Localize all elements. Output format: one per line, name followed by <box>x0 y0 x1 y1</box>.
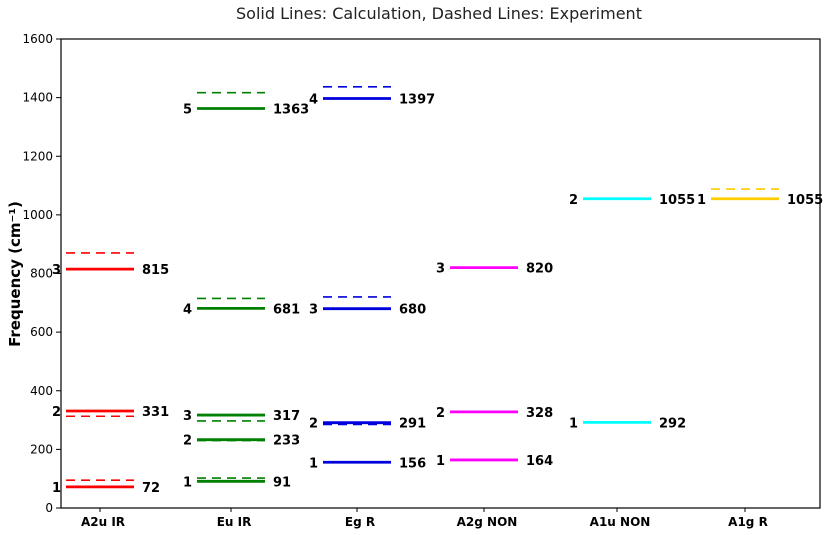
y-tick-label: 800 <box>30 267 53 281</box>
series-a2g-non: 1 164 2 328 3 820 <box>436 262 553 469</box>
frequency-value-label: 328 <box>526 406 553 421</box>
frequency-value-label: 681 <box>273 302 300 317</box>
y-tick-label: 400 <box>30 384 53 398</box>
frequency-value-label: 292 <box>659 416 686 431</box>
frequency-value-label: 91 <box>273 475 291 490</box>
series-eg-r: 1 156 2 291 3 680 4 1397 <box>309 85 435 471</box>
mode-index-label: 5 <box>183 102 192 117</box>
x-axis-category-labels: A2u IR Eu IR Eg R A2g NON A1u NON A1g R <box>81 508 768 529</box>
series-a1u-non: 1 292 2 1055 <box>569 193 695 432</box>
y-tick-label: 600 <box>30 325 53 339</box>
frequency-value-label: 1363 <box>273 102 309 117</box>
frequency-value-label: 233 <box>273 434 300 449</box>
mode-index-label: 3 <box>52 263 61 278</box>
frequency-value-label: 1397 <box>399 93 435 108</box>
y-tick-label: 1600 <box>22 32 53 46</box>
mode-index-label: 2 <box>436 406 445 421</box>
mode-index-label: 1 <box>697 193 706 208</box>
x-category-label: A2u IR <box>81 515 125 529</box>
mode-index-label: 1 <box>183 475 192 490</box>
x-category-label: A2g NON <box>457 515 518 529</box>
frequency-value-label: 820 <box>526 262 553 277</box>
mode-index-label: 2 <box>309 417 318 432</box>
series-a2u-ir: 1 72 2 331 3 815 <box>52 252 169 496</box>
y-tick-label: 0 <box>45 501 53 515</box>
x-category-label: Eu IR <box>217 515 252 529</box>
x-category-label: Eg R <box>345 515 375 529</box>
frequency-value-label: 156 <box>399 456 426 471</box>
chart-title: Solid Lines: Calculation, Dashed Lines: … <box>236 4 642 23</box>
series-eu-ir: 1 91 2 233 3 317 4 681 5 1363 <box>183 91 309 490</box>
y-tick-label: 1000 <box>22 208 53 222</box>
mode-index-label: 3 <box>183 409 192 424</box>
mode-index-label: 4 <box>309 93 318 108</box>
series-a1g-r: 1 1055 <box>697 188 823 208</box>
frequency-value-label: 815 <box>142 263 169 278</box>
y-tick-label: 1200 <box>22 149 53 163</box>
mode-index-label: 2 <box>569 193 578 208</box>
frequency-value-label: 164 <box>526 454 553 469</box>
mode-index-label: 2 <box>183 434 192 449</box>
frequency-value-label: 1055 <box>787 193 823 208</box>
mode-index-label: 3 <box>309 303 318 318</box>
frequency-value-label: 680 <box>399 303 426 318</box>
frequency-value-label: 331 <box>142 405 169 420</box>
mode-index-label: 2 <box>52 405 61 420</box>
mode-index-label: 4 <box>183 302 192 317</box>
y-tick-label: 200 <box>30 442 53 456</box>
mode-index-label: 1 <box>52 481 61 496</box>
x-category-label: A1g R <box>728 515 768 529</box>
mode-index-label: 1 <box>569 416 578 431</box>
frequency-value-label: 291 <box>399 417 426 432</box>
mode-index-label: 3 <box>436 262 445 277</box>
x-category-label: A1u NON <box>590 515 651 529</box>
mode-index-label: 1 <box>436 454 445 469</box>
mode-index-label: 1 <box>309 456 318 471</box>
frequency-value-label: 72 <box>142 481 160 496</box>
y-axis-label: Frequency (cm⁻¹) <box>6 201 24 347</box>
frequency-value-label: 1055 <box>659 193 695 208</box>
y-axis-ticks: 0 200 400 600 800 1000 1200 1400 1600 <box>22 32 61 515</box>
frequency-value-label: 317 <box>273 409 300 424</box>
y-tick-label: 1400 <box>22 91 53 105</box>
